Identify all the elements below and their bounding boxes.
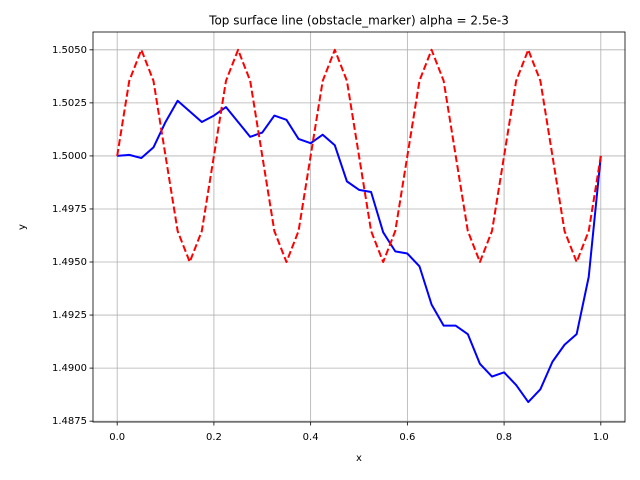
y-tick-label: 1.5025 bbox=[52, 98, 87, 109]
x-axis-label: x bbox=[356, 453, 362, 464]
y-tick-label: 1.4875 bbox=[52, 416, 87, 427]
x-tick-label: 0.6 bbox=[399, 432, 415, 443]
y-tick-label: 1.5050 bbox=[52, 45, 87, 56]
x-tick-label: 0.0 bbox=[109, 432, 125, 443]
y-tick-label: 1.4975 bbox=[52, 204, 87, 215]
y-tick-label: 1.4950 bbox=[52, 257, 87, 268]
chart-title: Top surface line (obstacle_marker) alpha… bbox=[208, 14, 509, 28]
plot-frame bbox=[92, 31, 626, 423]
y-axis-label: y bbox=[17, 224, 28, 230]
y-tick-label: 1.4925 bbox=[52, 310, 87, 321]
data-line bbox=[117, 99, 602, 404]
y-tick-label: 1.4900 bbox=[52, 363, 87, 374]
x-tick-label: 0.4 bbox=[303, 432, 319, 443]
x-tick-label: 0.2 bbox=[206, 432, 222, 443]
y-tick-label: 1.5000 bbox=[52, 151, 87, 162]
x-tick-label: 0.8 bbox=[496, 432, 512, 443]
data-line bbox=[116, 48, 602, 264]
x-tick-label: 1.0 bbox=[593, 432, 609, 443]
